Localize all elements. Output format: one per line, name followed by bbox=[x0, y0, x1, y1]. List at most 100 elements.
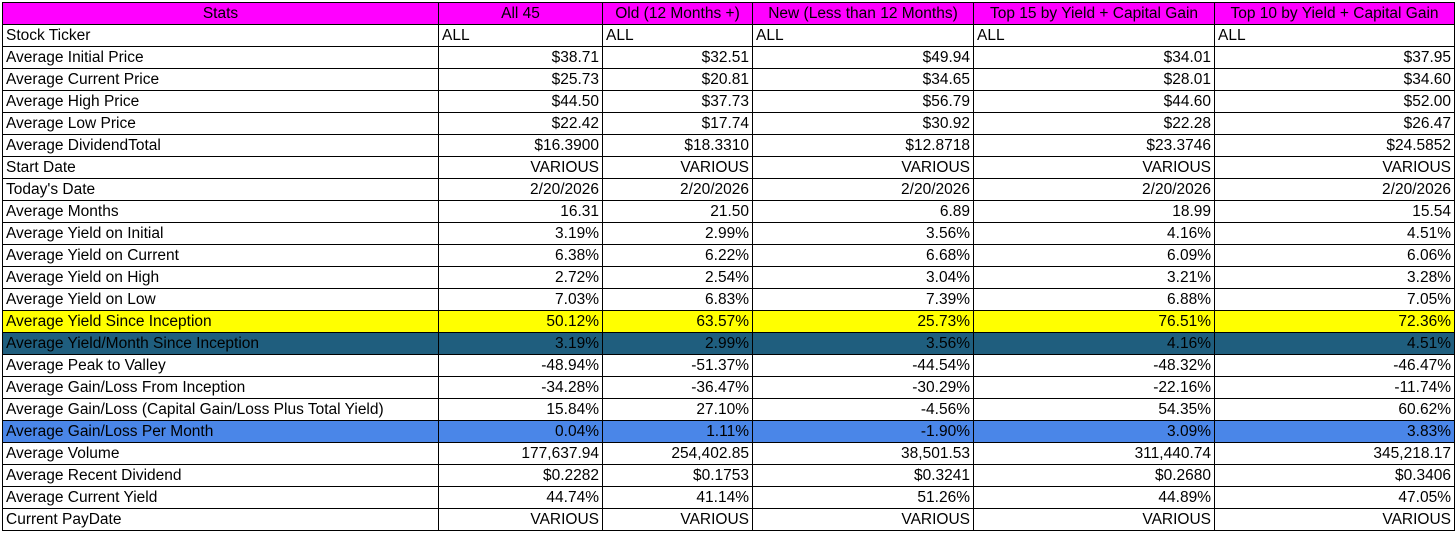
cell-top-15[interactable]: 76.51% bbox=[973, 310, 1215, 333]
cell-old[interactable]: VARIOUS bbox=[602, 156, 753, 179]
cell-new[interactable]: ALL bbox=[752, 24, 974, 47]
cell-old[interactable]: 1.11% bbox=[602, 420, 753, 443]
row-label[interactable]: Average Yield Since Inception bbox=[2, 310, 439, 333]
row-label[interactable]: Average Peak to Valley bbox=[2, 354, 439, 377]
cell-top-15[interactable]: ALL bbox=[973, 24, 1215, 47]
cell-new[interactable]: 3.56% bbox=[752, 222, 974, 245]
cell-old[interactable]: $32.51 bbox=[602, 46, 753, 69]
cell-new[interactable]: 2/20/2026 bbox=[752, 178, 974, 201]
cell-all-45[interactable]: 2.72% bbox=[438, 266, 603, 289]
cell-all-45[interactable]: 177,637.94 bbox=[438, 442, 603, 465]
row-label[interactable]: Average Gain/Loss Per Month bbox=[2, 420, 439, 443]
cell-new[interactable]: $30.92 bbox=[752, 112, 974, 135]
cell-top-10[interactable]: 4.51% bbox=[1214, 222, 1455, 245]
cell-old[interactable]: ALL bbox=[602, 24, 753, 47]
cell-new[interactable]: $12.8718 bbox=[752, 134, 974, 157]
cell-new[interactable]: 38,501.53 bbox=[752, 442, 974, 465]
cell-new[interactable]: 3.04% bbox=[752, 266, 974, 289]
cell-top-15[interactable]: 3.09% bbox=[973, 420, 1215, 443]
cell-new[interactable]: $0.3241 bbox=[752, 464, 974, 487]
row-label[interactable]: Average Yield on High bbox=[2, 266, 439, 289]
cell-top-15[interactable]: $0.2680 bbox=[973, 464, 1215, 487]
cell-top-10[interactable]: 4.51% bbox=[1214, 332, 1455, 355]
cell-old[interactable]: 63.57% bbox=[602, 310, 753, 333]
cell-new[interactable]: -4.56% bbox=[752, 398, 974, 421]
cell-top-15[interactable]: $22.28 bbox=[973, 112, 1215, 135]
row-label[interactable]: Start Date bbox=[2, 156, 439, 179]
cell-old[interactable]: 2.99% bbox=[602, 222, 753, 245]
cell-old[interactable]: 254,402.85 bbox=[602, 442, 753, 465]
cell-top-10[interactable]: VARIOUS bbox=[1214, 508, 1455, 531]
cell-new[interactable]: $56.79 bbox=[752, 90, 974, 113]
header-cell-top-10[interactable]: Top 10 by Yield + Capital Gain bbox=[1214, 2, 1455, 25]
row-label[interactable]: Today's Date bbox=[2, 178, 439, 201]
cell-top-15[interactable]: 2/20/2026 bbox=[973, 178, 1215, 201]
cell-new[interactable]: $49.94 bbox=[752, 46, 974, 69]
cell-all-45[interactable]: 44.74% bbox=[438, 486, 603, 509]
header-cell-all-45[interactable]: All 45 bbox=[438, 2, 603, 25]
cell-top-10[interactable]: $26.47 bbox=[1214, 112, 1455, 135]
cell-new[interactable]: VARIOUS bbox=[752, 508, 974, 531]
cell-old[interactable]: 2.99% bbox=[602, 332, 753, 355]
cell-top-10[interactable]: 60.62% bbox=[1214, 398, 1455, 421]
cell-top-10[interactable]: $52.00 bbox=[1214, 90, 1455, 113]
cell-new[interactable]: 7.39% bbox=[752, 288, 974, 311]
cell-old[interactable]: $37.73 bbox=[602, 90, 753, 113]
cell-top-10[interactable]: 72.36% bbox=[1214, 310, 1455, 333]
cell-all-45[interactable]: ALL bbox=[438, 24, 603, 47]
cell-top-15[interactable]: 4.16% bbox=[973, 332, 1215, 355]
cell-top-15[interactable]: $28.01 bbox=[973, 68, 1215, 91]
cell-top-15[interactable]: $34.01 bbox=[973, 46, 1215, 69]
cell-top-10[interactable]: 3.28% bbox=[1214, 266, 1455, 289]
cell-all-45[interactable]: -48.94% bbox=[438, 354, 603, 377]
row-label[interactable]: Average Current Yield bbox=[2, 486, 439, 509]
cell-top-15[interactable]: 6.09% bbox=[973, 244, 1215, 267]
cell-top-15[interactable]: 4.16% bbox=[973, 222, 1215, 245]
row-label[interactable]: Average Yield on Current bbox=[2, 244, 439, 267]
cell-all-45[interactable]: 3.19% bbox=[438, 222, 603, 245]
cell-old[interactable]: -36.47% bbox=[602, 376, 753, 399]
cell-old[interactable]: 6.22% bbox=[602, 244, 753, 267]
cell-top-15[interactable]: 18.99 bbox=[973, 200, 1215, 223]
cell-all-45[interactable]: $16.3900 bbox=[438, 134, 603, 157]
cell-top-10[interactable]: $0.3406 bbox=[1214, 464, 1455, 487]
row-label[interactable]: Average Low Price bbox=[2, 112, 439, 135]
row-label[interactable]: Average Yield/Month Since Inception bbox=[2, 332, 439, 355]
cell-top-10[interactable]: 2/20/2026 bbox=[1214, 178, 1455, 201]
header-cell-stats[interactable]: Stats bbox=[2, 2, 439, 25]
cell-old[interactable]: 2.54% bbox=[602, 266, 753, 289]
cell-new[interactable]: 6.68% bbox=[752, 244, 974, 267]
cell-top-15[interactable]: 6.88% bbox=[973, 288, 1215, 311]
cell-top-10[interactable]: 47.05% bbox=[1214, 486, 1455, 509]
cell-top-15[interactable]: -22.16% bbox=[973, 376, 1215, 399]
cell-new[interactable]: 51.26% bbox=[752, 486, 974, 509]
cell-new[interactable]: 3.56% bbox=[752, 332, 974, 355]
row-label[interactable]: Average Gain/Loss (Capital Gain/Loss Plu… bbox=[2, 398, 439, 421]
cell-old[interactable]: -51.37% bbox=[602, 354, 753, 377]
cell-old[interactable]: 27.10% bbox=[602, 398, 753, 421]
cell-top-10[interactable]: ALL bbox=[1214, 24, 1455, 47]
cell-all-45[interactable]: 16.31 bbox=[438, 200, 603, 223]
cell-new[interactable]: VARIOUS bbox=[752, 156, 974, 179]
cell-new[interactable]: $34.65 bbox=[752, 68, 974, 91]
row-label[interactable]: Current PayDate bbox=[2, 508, 439, 531]
cell-top-10[interactable]: 3.83% bbox=[1214, 420, 1455, 443]
cell-all-45[interactable]: $0.2282 bbox=[438, 464, 603, 487]
cell-top-10[interactable]: $34.60 bbox=[1214, 68, 1455, 91]
cell-all-45[interactable]: 0.04% bbox=[438, 420, 603, 443]
cell-old[interactable]: 2/20/2026 bbox=[602, 178, 753, 201]
cell-new[interactable]: -30.29% bbox=[752, 376, 974, 399]
cell-old[interactable]: $20.81 bbox=[602, 68, 753, 91]
row-label[interactable]: Average Months bbox=[2, 200, 439, 223]
cell-all-45[interactable]: $22.42 bbox=[438, 112, 603, 135]
row-label[interactable]: Average Initial Price bbox=[2, 46, 439, 69]
cell-top-10[interactable]: $24.5852 bbox=[1214, 134, 1455, 157]
cell-top-10[interactable]: 15.54 bbox=[1214, 200, 1455, 223]
row-label[interactable]: Average Volume bbox=[2, 442, 439, 465]
cell-top-10[interactable]: VARIOUS bbox=[1214, 156, 1455, 179]
cell-all-45[interactable]: 7.03% bbox=[438, 288, 603, 311]
header-cell-old[interactable]: Old (12 Months +) bbox=[602, 2, 753, 25]
cell-top-10[interactable]: $37.95 bbox=[1214, 46, 1455, 69]
cell-top-15[interactable]: -48.32% bbox=[973, 354, 1215, 377]
cell-all-45[interactable]: 2/20/2026 bbox=[438, 178, 603, 201]
